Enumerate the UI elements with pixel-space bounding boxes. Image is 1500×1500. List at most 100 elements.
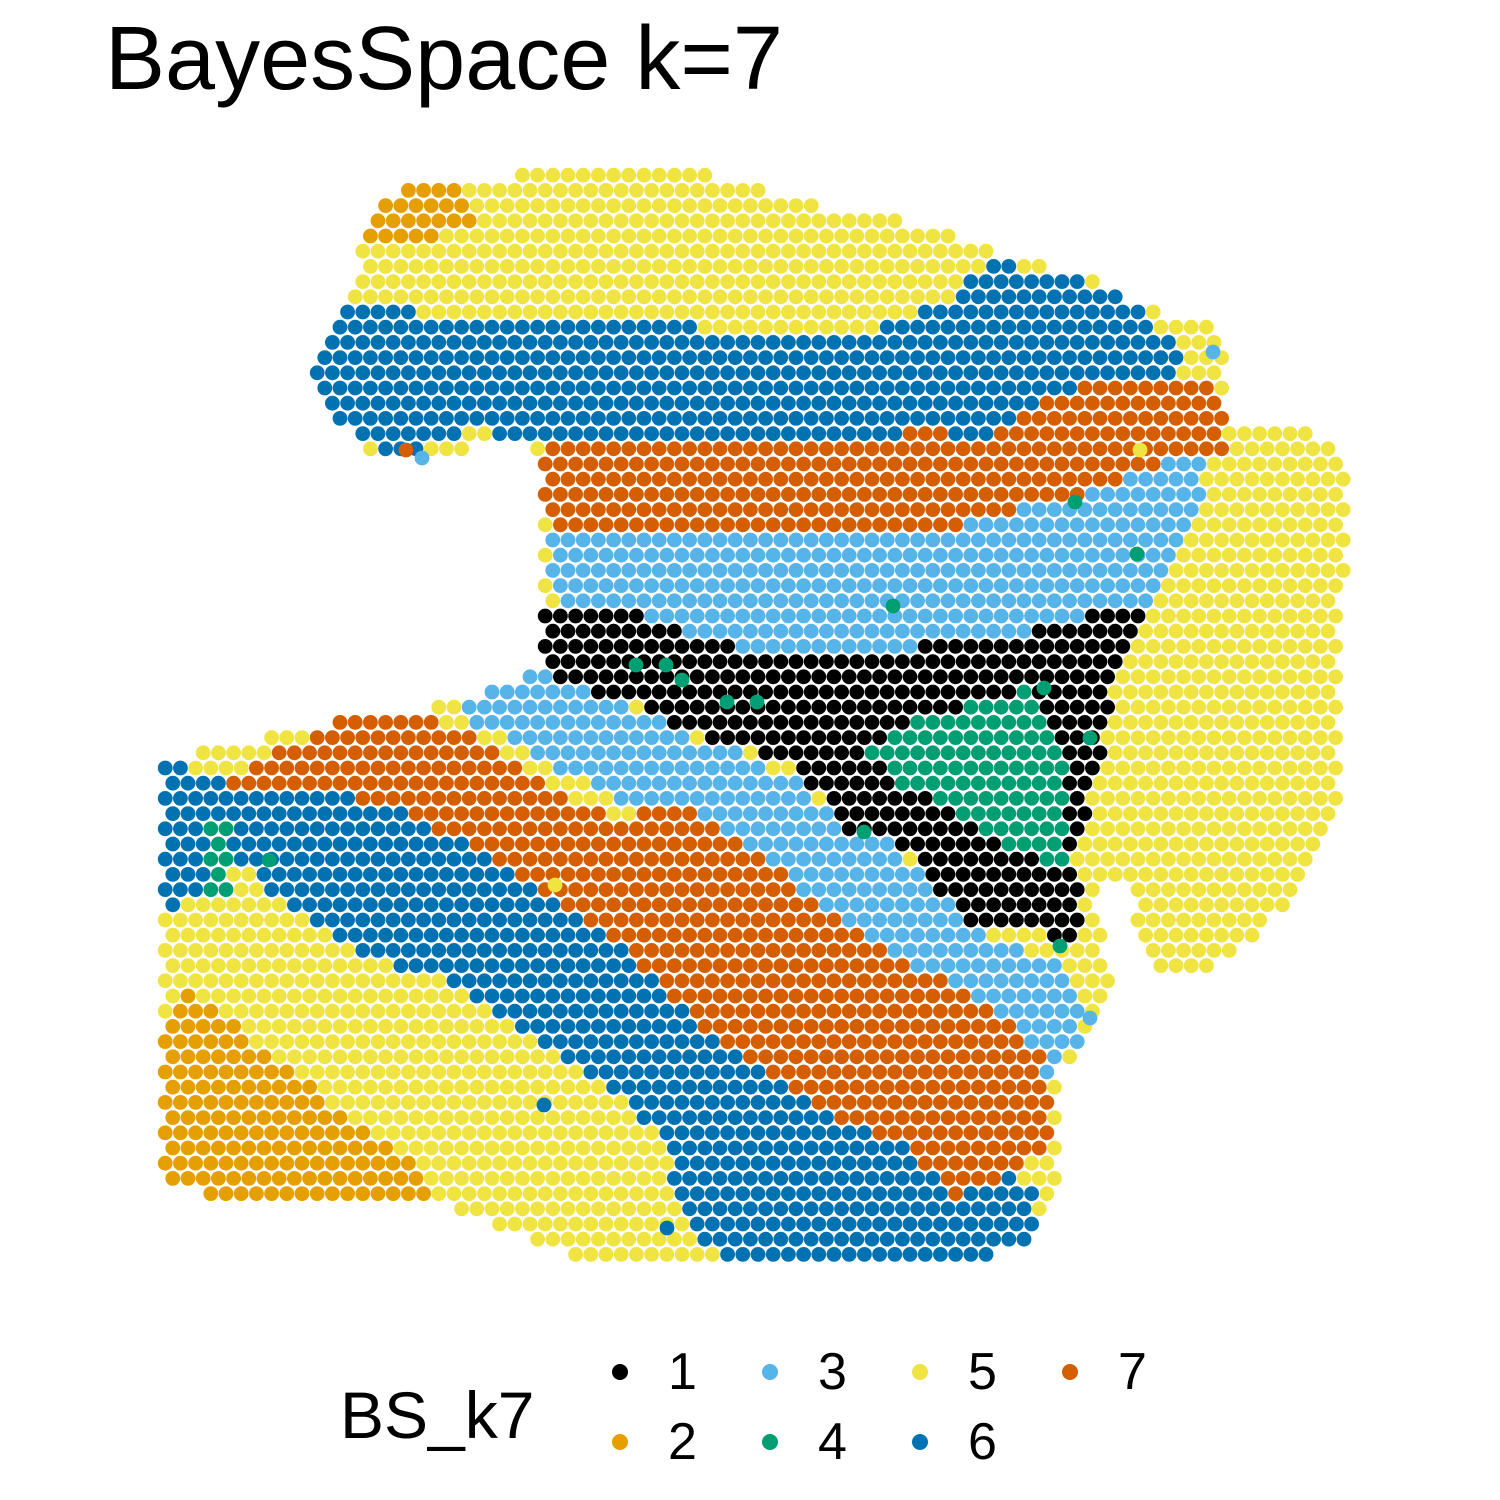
spot-cluster-7	[1107, 411, 1123, 426]
spot-cluster-1	[1062, 623, 1077, 639]
spot-cluster-1	[971, 684, 986, 700]
spot-cluster-3	[1161, 547, 1176, 563]
spot-cluster-5	[416, 973, 431, 989]
spot-cluster-2	[446, 213, 462, 229]
spot-cluster-5	[621, 198, 637, 214]
spot-cluster-5	[1132, 442, 1148, 458]
spot-cluster-3	[568, 730, 583, 745]
spot-cluster-6	[401, 335, 416, 350]
spot-cluster-6	[325, 791, 340, 806]
spot-cluster-6	[712, 1231, 728, 1247]
spot-cluster-2	[203, 1034, 219, 1049]
spot-cluster-5	[477, 1034, 492, 1049]
spot-cluster-1	[826, 699, 842, 715]
spot-cluster-6	[363, 380, 378, 396]
spot-cluster-3	[667, 593, 682, 609]
spot-cluster-5	[1305, 775, 1321, 791]
spot-cluster-3	[621, 593, 637, 609]
spot-cluster-7	[378, 715, 393, 730]
spot-cluster-5	[1206, 791, 1222, 806]
spot-cluster-1	[1039, 882, 1055, 897]
spot-cluster-5	[1229, 563, 1245, 578]
spot-cluster-5	[484, 1201, 500, 1217]
spot-cluster-6	[325, 365, 340, 381]
spot-cluster-6	[583, 1034, 599, 1049]
spot-cluster-5	[925, 289, 941, 305]
spot-cluster-6	[1024, 304, 1039, 320]
spot-cluster-1	[872, 791, 887, 806]
spot-cluster-7	[1206, 395, 1222, 411]
spot-cluster-6	[1031, 380, 1047, 396]
spot-cluster-6	[598, 365, 614, 381]
spot-cluster-1	[667, 623, 682, 639]
spot-cluster-1	[553, 669, 568, 685]
spot-cluster-5	[682, 259, 697, 274]
spot-cluster-6	[1031, 350, 1047, 365]
spot-cluster-1	[674, 699, 690, 715]
spot-cluster-5	[537, 1186, 553, 1201]
spot-cluster-5	[499, 1079, 515, 1095]
spot-cluster-5	[629, 699, 644, 715]
spot-cluster-6	[355, 821, 371, 837]
spot-cluster-1	[659, 639, 675, 654]
spot-cluster-6	[408, 319, 424, 335]
spot-cluster-5	[499, 1019, 515, 1034]
spot-cluster-7	[651, 927, 667, 943]
spot-cluster-3	[849, 897, 865, 913]
spot-cluster-6	[606, 1049, 621, 1065]
spot-cluster-6	[917, 304, 933, 320]
spot-cluster-7	[993, 1064, 1009, 1080]
spot-cluster-7	[659, 851, 675, 867]
spot-cluster-3	[872, 578, 887, 593]
spot-cluster-5	[454, 1140, 469, 1156]
spot-cluster-5	[499, 289, 515, 305]
spot-cluster-7	[963, 1064, 979, 1080]
spot-cluster-6	[613, 973, 629, 989]
spot-cluster-7	[993, 1034, 1009, 1049]
spot-cluster-7	[606, 867, 621, 882]
spot-cluster-2	[454, 198, 469, 214]
spot-cluster-5	[1221, 699, 1237, 715]
spot-cluster-5	[712, 198, 728, 214]
spot-cluster-3	[1123, 471, 1138, 487]
spot-cluster-3	[826, 547, 842, 563]
spot-cluster-7	[1199, 441, 1214, 457]
spot-cluster-5	[1282, 882, 1298, 897]
spot-cluster-5	[378, 1079, 393, 1095]
spot-cluster-1	[682, 715, 697, 730]
spot-cluster-6	[925, 350, 941, 365]
spot-cluster-7	[803, 441, 819, 457]
spot-cluster-7	[340, 760, 355, 776]
spot-cluster-7	[735, 943, 751, 958]
spot-cluster-3	[1047, 563, 1062, 578]
spot-cluster-2	[211, 1019, 226, 1034]
spot-cluster-7	[826, 912, 842, 928]
spot-cluster-1	[993, 639, 1009, 654]
spot-cluster-6	[591, 380, 606, 396]
spot-cluster-7	[591, 471, 606, 487]
spot-cluster-7	[925, 441, 941, 457]
spot-cluster-6	[705, 1064, 720, 1080]
spot-cluster-7	[431, 791, 447, 806]
spot-cluster-2	[401, 1186, 416, 1201]
spot-cluster-5	[1290, 745, 1305, 761]
spot-cluster-6	[477, 365, 492, 381]
spot-cluster-3	[993, 608, 1009, 624]
spot-cluster-5	[606, 259, 621, 274]
spot-cluster-7	[294, 760, 310, 776]
spot-cluster-7	[963, 1125, 979, 1141]
spot-cluster-3	[1183, 502, 1199, 517]
spot-cluster-5	[1244, 684, 1260, 700]
spot-cluster-5	[173, 973, 188, 989]
spot-cluster-6	[743, 380, 758, 396]
spot-cluster-5	[469, 1079, 485, 1095]
spot-cluster-5	[1259, 715, 1275, 730]
spot-cluster-1	[819, 745, 834, 761]
spot-cluster-3	[750, 791, 766, 806]
spot-cluster-6	[317, 836, 333, 852]
spot-cluster-3	[1138, 563, 1153, 578]
spot-cluster-2	[279, 1125, 295, 1141]
spot-cluster-3	[781, 821, 796, 837]
spot-cluster-3	[895, 563, 910, 578]
